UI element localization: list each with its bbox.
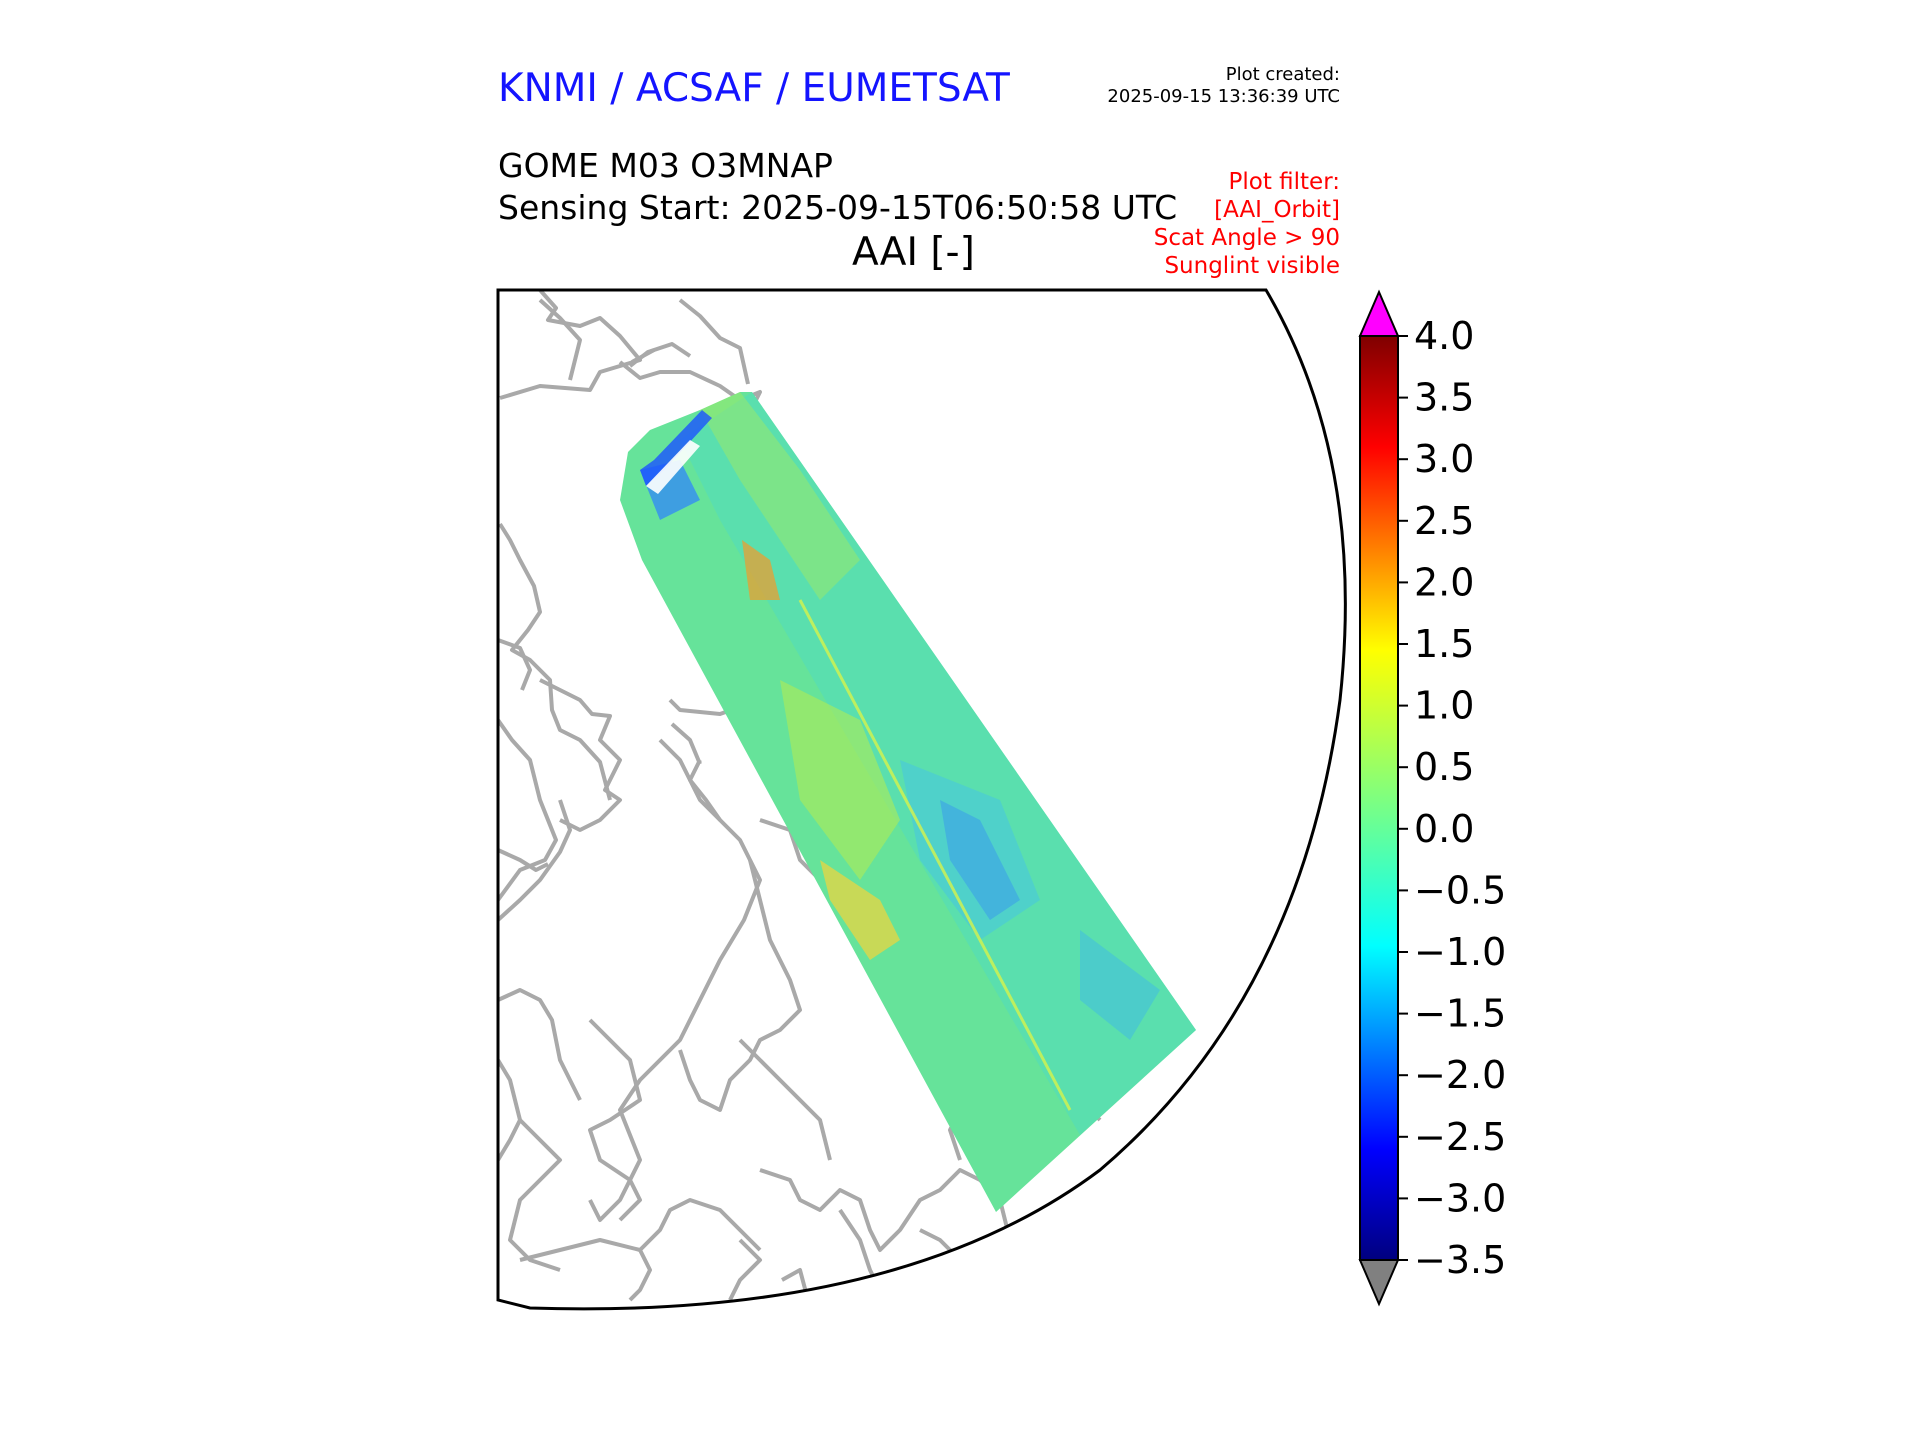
colorbar-tick-label: 1.0 (1414, 684, 1474, 728)
colorbar-tick-label: 2.0 (1414, 560, 1474, 604)
aai-swath (620, 392, 1196, 1212)
plot-filter-line-1: [AAI_Orbit] (1214, 197, 1340, 223)
colorbar-over-triangle (1358, 289, 1400, 337)
sensing-start: Sensing Start: 2025-09-15T06:50:58 UTC (498, 188, 1178, 227)
plot-filter: Plot filter: [AAI_Orbit] Scat Angle > 90… (1154, 168, 1340, 280)
plot-filter-line-2: Scat Angle > 90 (1153, 225, 1340, 251)
colorbar-tick-label: 4.0 (1414, 314, 1474, 358)
colorbar-tick-label: 1.5 (1414, 622, 1474, 666)
colorbar-tick-label: −1.5 (1414, 992, 1506, 1036)
colorbar-tick-label: −2.5 (1414, 1115, 1506, 1159)
plot-created: Plot created: 2025-09-15 13:36:39 UTC (1107, 64, 1340, 108)
plot-created-label: Plot created: (1225, 64, 1340, 85)
colorbar-tick-label: 3.5 (1414, 376, 1474, 420)
colorbar-tick-label: −2.0 (1414, 1053, 1506, 1097)
product-title: GOME M03 O3MNAP (498, 146, 833, 185)
colorbar-ticks: 4.0 3.5 3.0 2.5 2.0 1.5 1.0 0.5 0.0 −0.5 −1.0 −1.5 −… (1398, 314, 1506, 1282)
plot-filter-line-3: Sunglint visible (1164, 253, 1340, 279)
colorbar-tick-label: −3.0 (1414, 1176, 1506, 1220)
colorbar-tick-label: 2.5 (1414, 499, 1474, 543)
colorbar-under-triangle (1358, 1259, 1400, 1307)
map-frame (496, 288, 1347, 1311)
colorbar-tick-label: 0.0 (1414, 807, 1474, 851)
colorbar: 4.0 3.5 3.0 2.5 2.0 1.5 1.0 0.5 0.0 −0.5 −1.0 −1.5 −… (1358, 289, 1506, 1307)
colorbar-tick-label: −3.5 (1414, 1238, 1506, 1282)
colorbar-tick-label: −1.0 (1414, 930, 1506, 974)
quantity-title: AAI [-] (852, 230, 975, 275)
colorbar-tick-label: −0.5 (1414, 868, 1506, 912)
colorbar-gradient (1359, 335, 1399, 1261)
plot-created-time: 2025-09-15 13:36:39 UTC (1107, 86, 1340, 107)
map-area (498, 290, 1196, 1302)
organisation-title: KNMI / ACSAF / EUMETSAT (498, 66, 1010, 111)
plot-filter-title: Plot filter: (1228, 169, 1340, 195)
colorbar-tick-label: 3.0 (1414, 437, 1474, 481)
colorbar-tick-label: 0.5 (1414, 745, 1474, 789)
